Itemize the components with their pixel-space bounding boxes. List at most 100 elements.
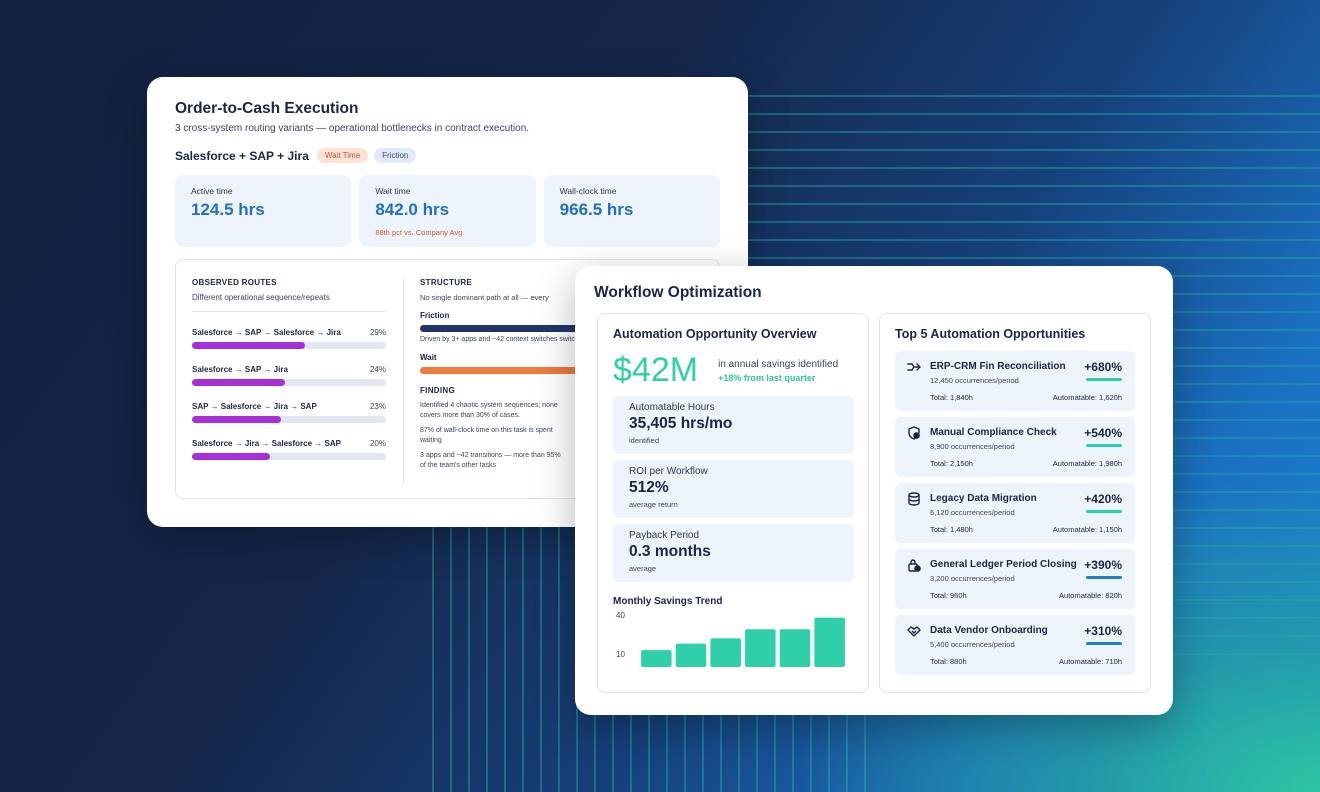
opportunity-automatable: Automatable: 1,980h [1052, 459, 1122, 468]
opportunity-automatable: Automatable: 820h [1059, 591, 1122, 600]
systems-label: Salesforce + SAP + Jira [175, 148, 309, 163]
metric-wall-clock-time: Wall-clock time 966.5 hrs [543, 175, 720, 247]
opportunity-occurrences: 5,400 occurrences/period [930, 640, 1015, 649]
observed-routes: OBSERVED ROUTES Different operational se… [192, 278, 386, 460]
opportunity-name: ERP-CRM Fin Reconciliation [930, 361, 1066, 372]
metric-note: 88th pct vs. Company Avg [375, 228, 463, 237]
opportunity-bar [1086, 510, 1122, 513]
opportunity-automatable: Automatable: 710h [1059, 657, 1122, 666]
wait-time-tag[interactable]: Wait Time [316, 148, 369, 163]
kpi-sub: average [629, 564, 657, 573]
route-header: Salesforce → Jira → Salesforce → SAP 20% [192, 439, 386, 448]
route-bar-track [192, 416, 386, 423]
savings-bar [641, 650, 672, 667]
route-bar-track [192, 379, 386, 386]
y-tick-label: 10 [616, 650, 625, 659]
lock-clock-icon [907, 558, 921, 572]
opportunity-occurrences: 12,450 occurrences/period [930, 376, 1019, 385]
opportunity-bar [1086, 378, 1122, 381]
opportunity-total: Total: 1,480h [930, 525, 973, 534]
metric-value: 124.5 hrs [191, 200, 265, 219]
finding-item: 3 apps and ~42 transitions — more than 9… [420, 452, 561, 469]
route-row[interactable]: Salesforce → Jira → Salesforce → SAP 20% [192, 439, 386, 460]
opportunity-item[interactable]: Data Vendor Onboarding 5,400 occurrences/… [895, 615, 1135, 675]
opportunity-bar [1086, 576, 1122, 579]
handshake-icon [907, 624, 921, 638]
route-header: SAP → Salesforce → Jira → SAP 23% [192, 402, 386, 411]
route-header: Salesforce → SAP → Salesforce → Jira 29% [192, 328, 386, 337]
wait-bar [420, 367, 720, 374]
kpi-label: Payback Period [629, 530, 700, 541]
route-percent: 24% [369, 365, 386, 374]
structure-line: No single dominant path at all — every [420, 293, 549, 302]
savings-bar [814, 617, 845, 667]
finding-heading: FINDING [420, 386, 455, 395]
card-title: Workflow Optimization [594, 284, 762, 301]
friction-tag[interactable]: Friction [374, 148, 417, 163]
opportunity-name: Legacy Data Migration [930, 493, 1037, 504]
opportunity-list: ERP-CRM Fin Reconciliation 12,450 occurre… [895, 351, 1135, 675]
savings-summary: $42M in annual savings identified +18% f… [613, 351, 853, 390]
metric-wait-time: Wait time 842.0 hrs 88th pct vs. Company… [359, 175, 536, 247]
route-name: Salesforce → SAP → Salesforce → Jira [192, 328, 341, 337]
route-bar-track [192, 453, 386, 460]
kpi-value: 35,405 hrs/mo [629, 415, 733, 432]
opportunity-item[interactable]: ERP-CRM Fin Reconciliation 12,450 occurre… [895, 351, 1135, 411]
kpi-value: 0.3 months [629, 543, 711, 560]
opportunity-total: Total: 2,150h [930, 459, 973, 468]
opportunity-bar [1086, 444, 1122, 447]
kpi-value: 512% [629, 479, 669, 496]
savings-value: $42M [613, 351, 699, 389]
kpi-label: ROI per Workflow [629, 466, 708, 477]
route-bar-track [192, 342, 386, 349]
route-row[interactable]: Salesforce → SAP → Jira 24% [192, 365, 386, 386]
friction-note: Driven by 3+ apps and ~42 context switch… [420, 336, 697, 343]
kpi-sub: identified [629, 436, 660, 445]
opportunity-item[interactable]: Legacy Data Migration 6,120 occurrences/p… [895, 483, 1135, 543]
systems-row: Salesforce + SAP + Jira Wait Time Fricti… [175, 148, 720, 163]
route-name: SAP → Salesforce → Jira → SAP [192, 402, 317, 411]
route-percent: 20% [369, 439, 386, 448]
opportunity-total: Total: 880h [930, 657, 967, 666]
metric-label: Active time [191, 186, 233, 196]
opportunity-occurrences: 6,120 occurrences/period [930, 508, 1015, 517]
route-bar-fill [192, 453, 270, 460]
observed-routes-subheading: Different operational sequence/repeats [192, 293, 330, 302]
panel-title: Top 5 Automation Opportunities [895, 327, 1086, 341]
savings-bar [745, 629, 776, 667]
friction-bar [420, 325, 720, 332]
kpi-payback-period: Payback Period 0.3 months average [613, 524, 854, 582]
shield-clock-icon [907, 426, 921, 440]
kpi-sub: average return [629, 500, 678, 509]
trend-title: Monthly Savings Trend [613, 596, 723, 607]
savings-bar [710, 638, 741, 667]
wait-label: Wait [420, 353, 437, 362]
finding-item: Identified 4 chaotic system sequences; n… [420, 402, 558, 419]
automation-overview-panel: Automation Opportunity Overview $42M in … [597, 313, 869, 693]
structure-heading: STRUCTURE [420, 278, 473, 287]
opportunity-total: Total: 960h [930, 591, 967, 600]
workflow-optimization-card: Workflow Optimization Automation Opportu… [575, 266, 1173, 715]
card-subtitle: 3 cross-system routing variants — operat… [175, 123, 530, 134]
route-name: Salesforce → SAP → Jira [192, 365, 288, 374]
top-opportunities-panel: Top 5 Automation Opportunities ERP-CRM F… [879, 313, 1151, 693]
opportunity-occurrences: 8,900 occurrences/period [930, 442, 1015, 451]
opportunity-percent: +390% [1084, 558, 1122, 572]
opportunity-name: General Ledger Period Closing [930, 559, 1077, 570]
opportunity-occurrences: 3,200 occurrences/period [930, 574, 1015, 583]
route-row[interactable]: SAP → Salesforce → Jira → SAP 23% [192, 402, 386, 423]
route-row[interactable]: Salesforce → SAP → Salesforce → Jira 29% [192, 328, 386, 349]
kpi-label: Automatable Hours [629, 402, 715, 413]
savings-details: in annual savings identified +18% from l… [718, 359, 838, 383]
routes-panel: OBSERVED ROUTES Different operational se… [175, 259, 720, 499]
route-bar-fill [192, 342, 305, 349]
opportunity-item[interactable]: Manual Compliance Check 8,900 occurrences… [895, 417, 1135, 477]
savings-bar [675, 643, 707, 667]
metric-value: 842.0 hrs [375, 200, 450, 219]
route-header: Salesforce → SAP → Jira 24% [192, 365, 386, 374]
opportunity-item[interactable]: General Ledger Period Closing 3,200 occur… [895, 549, 1135, 609]
opportunity-total: Total: 1,840h [930, 393, 973, 402]
route-percent: 23% [369, 402, 386, 411]
metric-active-time: Active time 124.5 hrs [175, 175, 352, 247]
opportunity-percent: +420% [1084, 492, 1122, 506]
